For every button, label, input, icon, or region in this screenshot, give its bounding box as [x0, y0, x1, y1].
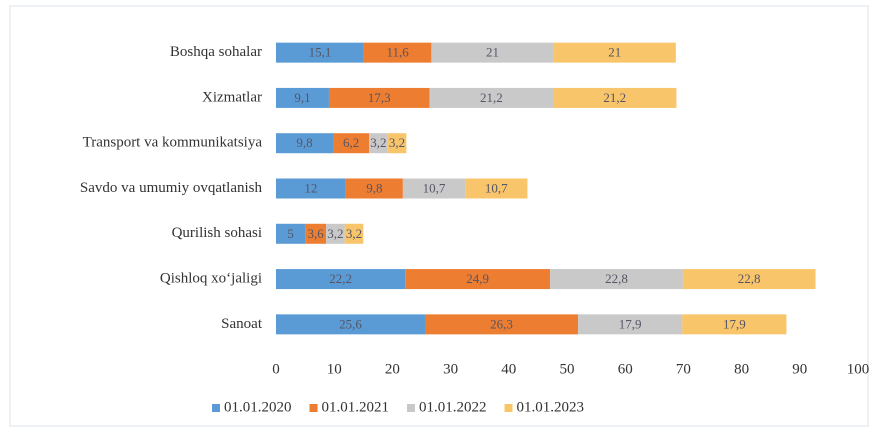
data-label: 21,2	[603, 90, 626, 105]
data-label: 15,1	[309, 45, 332, 60]
bar-segment	[276, 314, 425, 335]
x-tick-label: 100	[847, 361, 870, 377]
bar-segment	[387, 133, 407, 154]
bar-segment	[682, 314, 787, 335]
legend-label: 01.01.2021	[322, 399, 390, 415]
x-tick-label: 60	[618, 361, 633, 377]
data-label: 6,2	[343, 135, 359, 150]
data-label: 3,6	[307, 226, 324, 241]
data-label: 12	[304, 180, 317, 195]
bar-segment	[553, 42, 676, 63]
data-label: 26,3	[490, 316, 513, 331]
bar-segment	[424, 314, 579, 335]
bar-segment	[369, 133, 388, 154]
bar-segment	[429, 87, 554, 108]
data-label: 22,8	[738, 271, 761, 286]
category-label: Boshqa sohalar	[170, 44, 262, 60]
category-label: Sanoat	[221, 316, 263, 332]
data-label: 17,3	[368, 90, 391, 105]
x-tick-label: 70	[676, 361, 691, 377]
bar-segment	[276, 133, 334, 154]
bar-segment	[276, 42, 364, 63]
data-label: 24,9	[466, 271, 489, 286]
bar-segment	[402, 178, 466, 199]
category-label: Qurilish sohasi	[172, 225, 262, 241]
bar-segment	[276, 223, 306, 244]
category-label: Qishloq xo‘jaligi	[160, 271, 262, 287]
bar-segment	[333, 133, 370, 154]
data-label: 11,6	[386, 45, 409, 60]
bar-segment	[465, 178, 528, 199]
data-label: 17,9	[619, 316, 642, 331]
data-label: 10,7	[485, 180, 508, 195]
bar-segment	[344, 223, 364, 244]
data-label: 9,8	[366, 180, 382, 195]
bar-segment	[405, 269, 551, 290]
data-label: 5	[287, 226, 294, 241]
data-label: 3,2	[389, 135, 405, 150]
legend-swatch	[309, 404, 318, 412]
data-label: 10,7	[423, 180, 446, 195]
legend-label: 01.01.2022	[419, 399, 487, 415]
chart-frame	[9, 5, 869, 427]
data-label: 21,2	[480, 90, 503, 105]
bar-segment	[276, 87, 329, 108]
category-label: Xizmatlar	[202, 89, 262, 105]
data-label: 3,2	[370, 135, 386, 150]
x-tick-label: 0	[272, 361, 280, 377]
bar-segment	[553, 87, 677, 108]
data-label: 9,1	[294, 90, 310, 105]
x-tick-label: 80	[734, 361, 749, 377]
bar-segment	[345, 178, 403, 199]
bar-segment	[550, 269, 683, 290]
data-label: 25,6	[339, 316, 362, 331]
category-label: Savdo va umumiy ovqatlanish	[80, 180, 263, 196]
bar-segment	[326, 223, 345, 244]
x-tick-label: 10	[327, 361, 342, 377]
legend-swatch	[504, 404, 513, 412]
bar-segment	[276, 269, 406, 290]
x-tick-label: 20	[385, 361, 400, 377]
legend-swatch	[407, 404, 415, 412]
data-label: 22,8	[605, 271, 628, 286]
data-label: 22,2	[329, 271, 352, 286]
data-label: 21	[608, 45, 621, 60]
data-label: 3,2	[327, 226, 343, 241]
bar-segment	[431, 42, 554, 63]
legend-label: 01.01.2023	[517, 399, 585, 415]
x-tick-label: 30	[443, 361, 458, 377]
legend-swatch	[212, 404, 220, 412]
bar-segment	[682, 269, 816, 290]
x-tick-label: 40	[501, 361, 516, 377]
data-label: 9,8	[296, 135, 312, 150]
data-label: 3,2	[346, 226, 362, 241]
bar-segment	[276, 178, 346, 199]
data-label: 21	[486, 45, 499, 60]
x-tick-label: 50	[560, 361, 575, 377]
bar-segment	[363, 42, 432, 63]
category-label: Transport va kommunikatsiya	[83, 135, 263, 151]
bar-segment	[578, 314, 683, 335]
bar-segment	[305, 223, 327, 244]
legend-label: 01.01.2020	[224, 399, 292, 415]
x-tick-label: 90	[792, 361, 807, 377]
data-label: 17,9	[723, 316, 746, 331]
bar-segment	[328, 87, 430, 108]
